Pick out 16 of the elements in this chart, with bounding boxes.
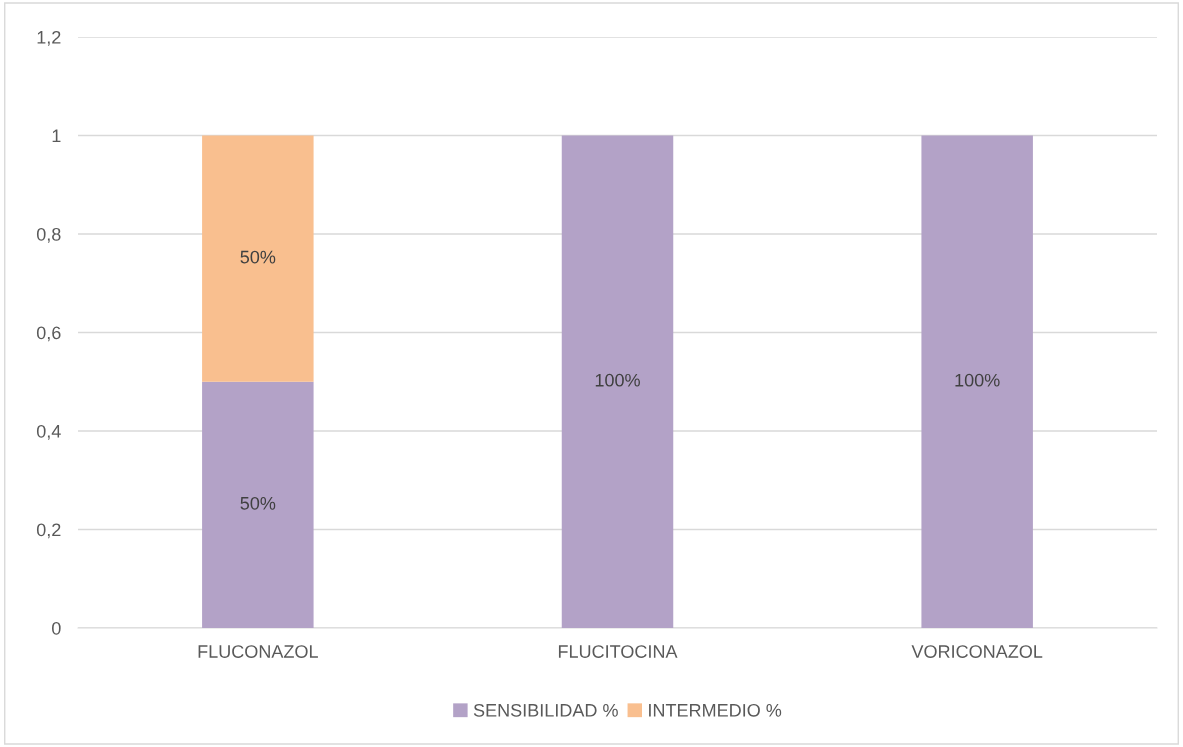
y-tick-label: 1,2 [37,30,61,46]
data-label: 100% [955,373,1000,387]
y-tick-label: 0,8 [36,227,61,243]
y-tick-label: 0,4 [36,424,61,440]
legend-label: SENSIBILIDAD % [473,703,618,717]
legend-label: INTERMEDIO % [649,703,782,717]
y-tick-label: 0,2 [36,523,61,539]
y-tick-label: 0,6 [36,326,61,342]
data-label: 100% [595,373,640,387]
y-tick-label: 1 [52,129,61,143]
data-label: 50% [240,250,276,264]
y-tick-label: 0 [52,621,61,635]
x-tick-label: VORICONAZOL [911,645,1043,658]
data-label: 50% [240,496,276,510]
x-tick-label: FLUCITOCINA [558,645,678,658]
x-tick-label: FLUCONAZOL [198,645,318,658]
